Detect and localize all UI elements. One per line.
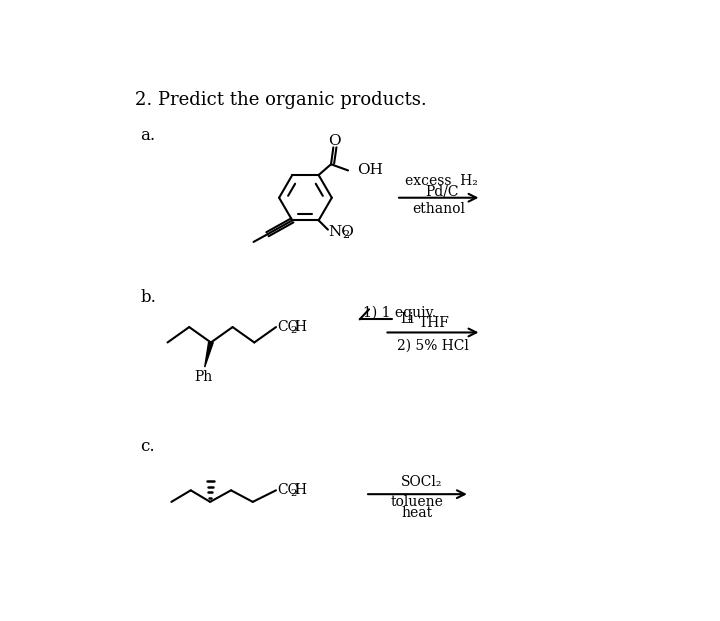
Text: OH: OH	[357, 163, 383, 178]
Text: 2: 2	[291, 325, 297, 335]
Text: 2: 2	[343, 230, 350, 240]
Text: 2: 2	[291, 489, 297, 498]
Text: THF: THF	[419, 316, 450, 330]
Text: 1) 1 equiv.: 1) 1 equiv.	[363, 306, 436, 320]
Text: toluene: toluene	[391, 495, 444, 509]
Text: Pd/C: Pd/C	[425, 184, 459, 199]
Polygon shape	[204, 342, 213, 367]
Text: a.: a.	[140, 127, 156, 144]
Text: H: H	[294, 320, 307, 334]
Text: ethanol: ethanol	[413, 202, 465, 216]
Text: CO: CO	[277, 320, 300, 334]
Text: 2) 5% HCl: 2) 5% HCl	[397, 338, 469, 353]
Text: Ph: Ph	[194, 370, 212, 384]
Text: excess  H₂: excess H₂	[405, 174, 478, 188]
Text: Li: Li	[400, 312, 414, 327]
Text: 2. Predict the organic products.: 2. Predict the organic products.	[135, 91, 427, 109]
Text: NO: NO	[329, 225, 354, 239]
Text: CO: CO	[277, 483, 300, 497]
Text: O: O	[328, 134, 341, 148]
Text: b.: b.	[140, 289, 156, 306]
Text: heat: heat	[402, 505, 433, 520]
Text: SOCl₂: SOCl₂	[400, 475, 442, 489]
Text: c.: c.	[140, 438, 155, 455]
Text: H: H	[294, 483, 307, 497]
